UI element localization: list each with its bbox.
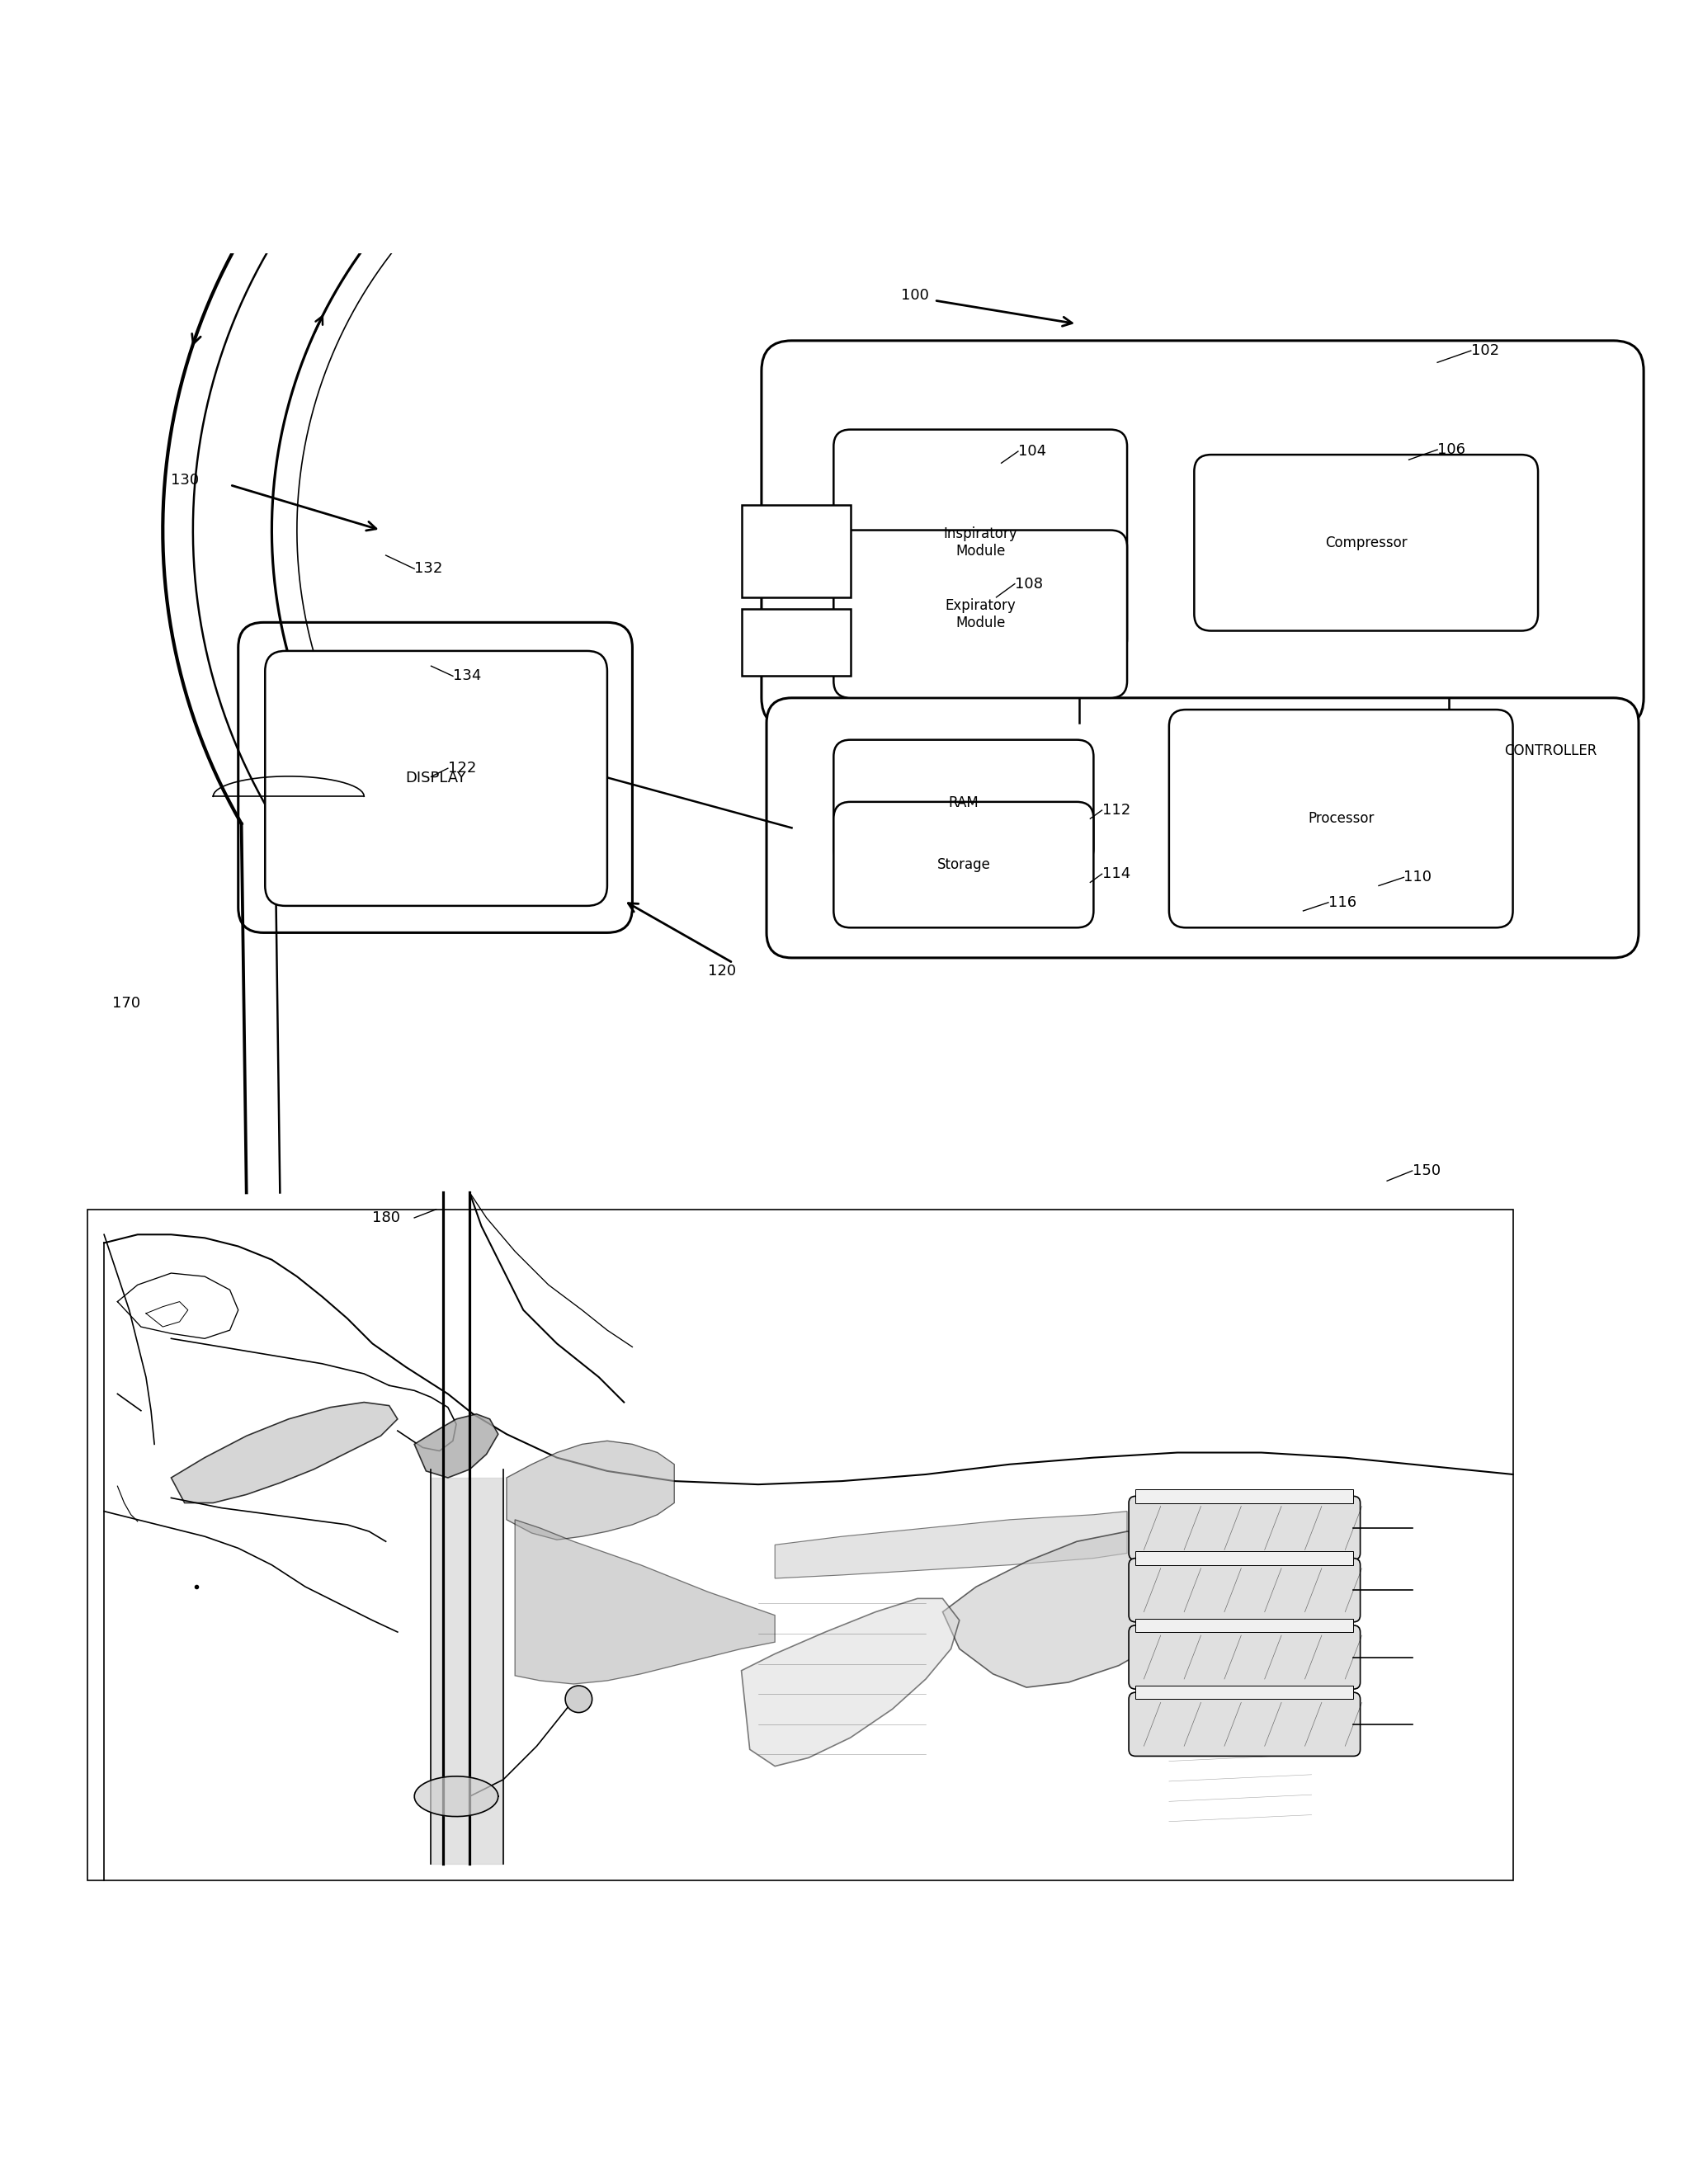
- Text: Inspiratory
Module: Inspiratory Module: [943, 526, 1017, 559]
- Text: 134: 134: [453, 668, 482, 684]
- Text: Storage: Storage: [936, 858, 990, 871]
- Text: RAM: RAM: [948, 795, 978, 810]
- FancyBboxPatch shape: [1128, 1693, 1361, 1756]
- Text: 122: 122: [448, 760, 477, 775]
- Text: 108: 108: [1015, 577, 1042, 592]
- FancyBboxPatch shape: [264, 651, 608, 906]
- Polygon shape: [1135, 1551, 1354, 1566]
- Polygon shape: [172, 1402, 397, 1503]
- Text: DISPLAY: DISPLAY: [406, 771, 466, 786]
- Text: 104: 104: [1019, 443, 1046, 459]
- Polygon shape: [414, 1776, 498, 1817]
- FancyBboxPatch shape: [1128, 1557, 1361, 1623]
- Polygon shape: [507, 1441, 674, 1540]
- Text: 116: 116: [1329, 895, 1357, 911]
- FancyBboxPatch shape: [834, 430, 1127, 655]
- Text: CONTROLLER: CONTROLLER: [1504, 743, 1596, 758]
- FancyBboxPatch shape: [766, 699, 1639, 959]
- Text: 120: 120: [707, 963, 736, 978]
- Text: 112: 112: [1101, 804, 1130, 817]
- FancyBboxPatch shape: [1128, 1625, 1361, 1688]
- Text: 180: 180: [372, 1210, 401, 1225]
- Polygon shape: [741, 1599, 960, 1767]
- Polygon shape: [775, 1511, 1127, 1579]
- FancyBboxPatch shape: [1128, 1496, 1361, 1559]
- FancyBboxPatch shape: [1194, 454, 1537, 631]
- FancyBboxPatch shape: [1169, 710, 1512, 928]
- FancyBboxPatch shape: [761, 341, 1644, 727]
- Bar: [741, 609, 850, 677]
- Text: 106: 106: [1438, 441, 1465, 456]
- Polygon shape: [1135, 1489, 1354, 1503]
- FancyBboxPatch shape: [834, 740, 1093, 865]
- Polygon shape: [515, 1520, 775, 1684]
- Circle shape: [566, 1686, 593, 1712]
- Text: 102: 102: [1470, 343, 1499, 358]
- FancyBboxPatch shape: [834, 802, 1093, 928]
- Text: 132: 132: [414, 561, 443, 577]
- Text: 110: 110: [1404, 869, 1431, 885]
- FancyBboxPatch shape: [834, 531, 1127, 699]
- Polygon shape: [1135, 1686, 1354, 1699]
- Polygon shape: [943, 1531, 1219, 1688]
- Polygon shape: [414, 1413, 498, 1479]
- Bar: [741, 505, 850, 596]
- Text: 170: 170: [113, 996, 140, 1011]
- Text: 150: 150: [1413, 1164, 1440, 1177]
- Bar: [88, 1210, 1512, 1880]
- Text: Processor: Processor: [1308, 810, 1374, 826]
- Text: 100: 100: [901, 288, 928, 304]
- Text: Compressor: Compressor: [1325, 535, 1408, 550]
- Text: 114: 114: [1101, 867, 1130, 882]
- Text: 130: 130: [172, 472, 199, 487]
- Polygon shape: [1135, 1618, 1354, 1631]
- FancyBboxPatch shape: [237, 622, 633, 933]
- Text: Expiratory
Module: Expiratory Module: [945, 598, 1015, 629]
